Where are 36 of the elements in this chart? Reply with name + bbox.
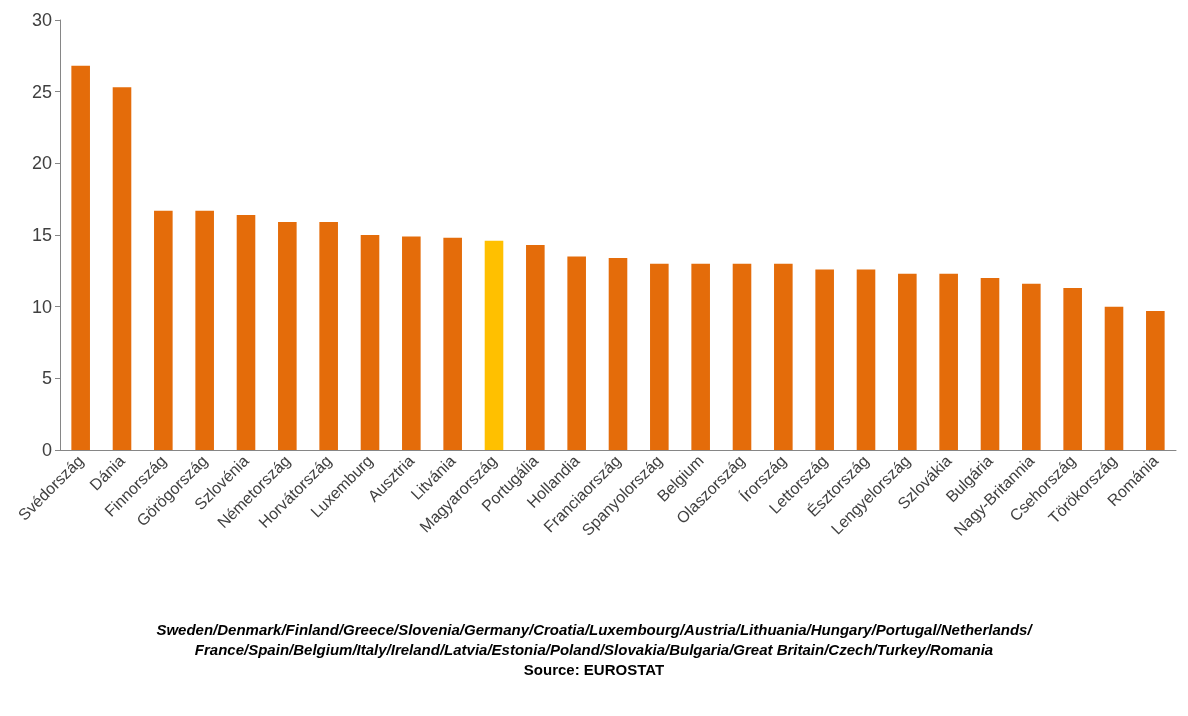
bar [278, 222, 297, 450]
y-tick-label: 25 [31, 81, 52, 102]
bar [815, 269, 834, 450]
bar [71, 65, 90, 450]
bar [360, 235, 380, 450]
y-tick-label: 20 [31, 153, 52, 174]
bar [484, 240, 504, 450]
bar [195, 210, 214, 450]
bar [774, 263, 793, 450]
bar [939, 273, 958, 450]
bar [1104, 306, 1124, 450]
bar [980, 278, 1000, 450]
bar [1146, 310, 1165, 450]
y-tick-label: 30 [31, 10, 52, 30]
y-tick-label: 0 [41, 440, 52, 460]
text: Sweden/Denmark/Finland/Greece/Slovenia/Germany/Croatia/Luxembourg/Austria/Lithuania/Hungary/Portugal/Netherlands/ France/Spain/Belgium/Italy/Ireland/Latvia/Estonia/Poland/Slovakia/Bulgaria/Great Britain/Czech/Turkey/Romania [155, 620, 1034, 660]
y-tick-label: 10 [31, 296, 52, 317]
bar [732, 263, 752, 450]
bar [112, 87, 132, 450]
y-tick-label: 5 [41, 368, 52, 389]
bar [1022, 283, 1041, 450]
bar [443, 237, 462, 450]
bar [526, 245, 545, 450]
bar [856, 269, 876, 450]
bar [402, 236, 421, 450]
y-tick-label: 15 [31, 225, 52, 245]
bar [567, 256, 586, 450]
bar [1063, 288, 1082, 450]
bar [691, 263, 710, 450]
bar [154, 210, 173, 450]
source-note: Source: EUROSTAT [522, 660, 666, 680]
bar [236, 214, 256, 450]
bar [319, 222, 338, 450]
bar [898, 273, 917, 450]
bar [650, 263, 669, 450]
bar [608, 257, 628, 450]
